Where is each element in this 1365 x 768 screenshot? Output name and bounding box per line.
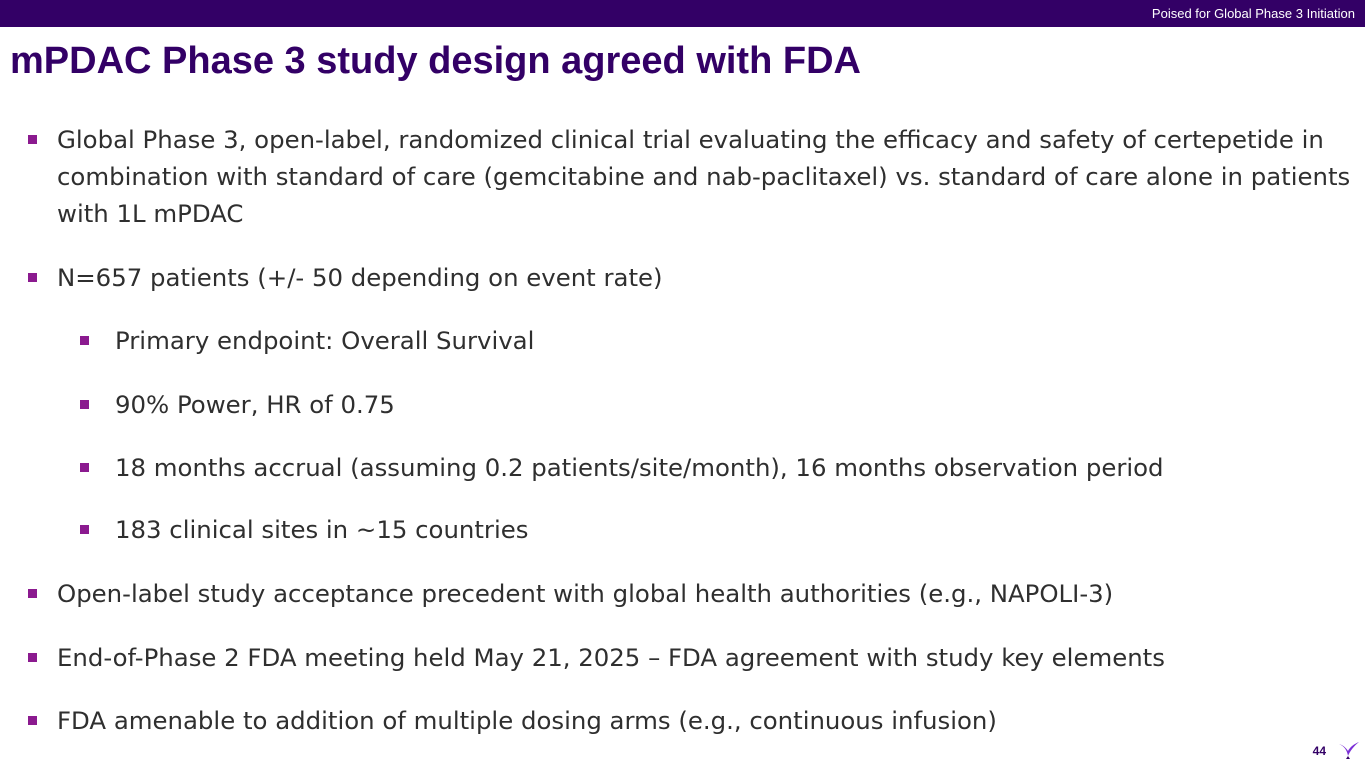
square-bullet-icon: [80, 463, 89, 472]
bird-logo-icon: [1339, 742, 1359, 759]
square-bullet-icon: [80, 336, 89, 345]
bullet-text: 18 months accrual (assuming 0.2 patients…: [115, 453, 1164, 482]
section-label: Poised for Global Phase 3 Initiation: [1151, 6, 1355, 21]
bullet-text: Primary endpoint: Overall Survival: [115, 326, 535, 355]
bullet-item: Global Phase 3, open-label, randomized c…: [28, 121, 1357, 232]
sub-bullet-item: 183 clinical sites in ~15 countries: [80, 511, 1355, 548]
bullet-text: Open-label study acceptance precedent wi…: [57, 579, 1114, 608]
slide-title: mPDAC Phase 3 study design agreed with F…: [10, 40, 861, 82]
bullet-text: End-of-Phase 2 FDA meeting held May 21, …: [57, 643, 1165, 672]
square-bullet-icon: [28, 716, 37, 725]
bullet-item: FDA amenable to addition of multiple dos…: [28, 702, 1357, 739]
bullet-item: N=657 patients (+/- 50 depending on even…: [28, 259, 1357, 296]
square-bullet-icon: [28, 273, 37, 282]
square-bullet-icon: [28, 589, 37, 598]
square-bullet-icon: [80, 525, 89, 534]
sub-bullet-item: 90% Power, HR of 0.75: [80, 386, 1355, 423]
page-number: 44: [1312, 744, 1326, 758]
sub-bullet-item: Primary endpoint: Overall Survival: [80, 322, 1355, 359]
square-bullet-icon: [80, 400, 89, 409]
bullet-text: N=657 patients (+/- 50 depending on even…: [57, 263, 663, 292]
bullet-item: Open-label study acceptance precedent wi…: [28, 575, 1357, 612]
bullet-text: 90% Power, HR of 0.75: [115, 390, 395, 419]
bullet-text: FDA amenable to addition of multiple dos…: [57, 706, 997, 735]
bullet-text: 183 clinical sites in ~15 countries: [115, 515, 529, 544]
sub-bullet-item: 18 months accrual (assuming 0.2 patients…: [80, 449, 1355, 486]
square-bullet-icon: [28, 653, 37, 662]
header-bar: Poised for Global Phase 3 Initiation: [0, 0, 1365, 27]
bullet-text: Global Phase 3, open-label, randomized c…: [57, 125, 1351, 228]
square-bullet-icon: [28, 135, 37, 144]
bullet-item: End-of-Phase 2 FDA meeting held May 21, …: [28, 639, 1357, 676]
